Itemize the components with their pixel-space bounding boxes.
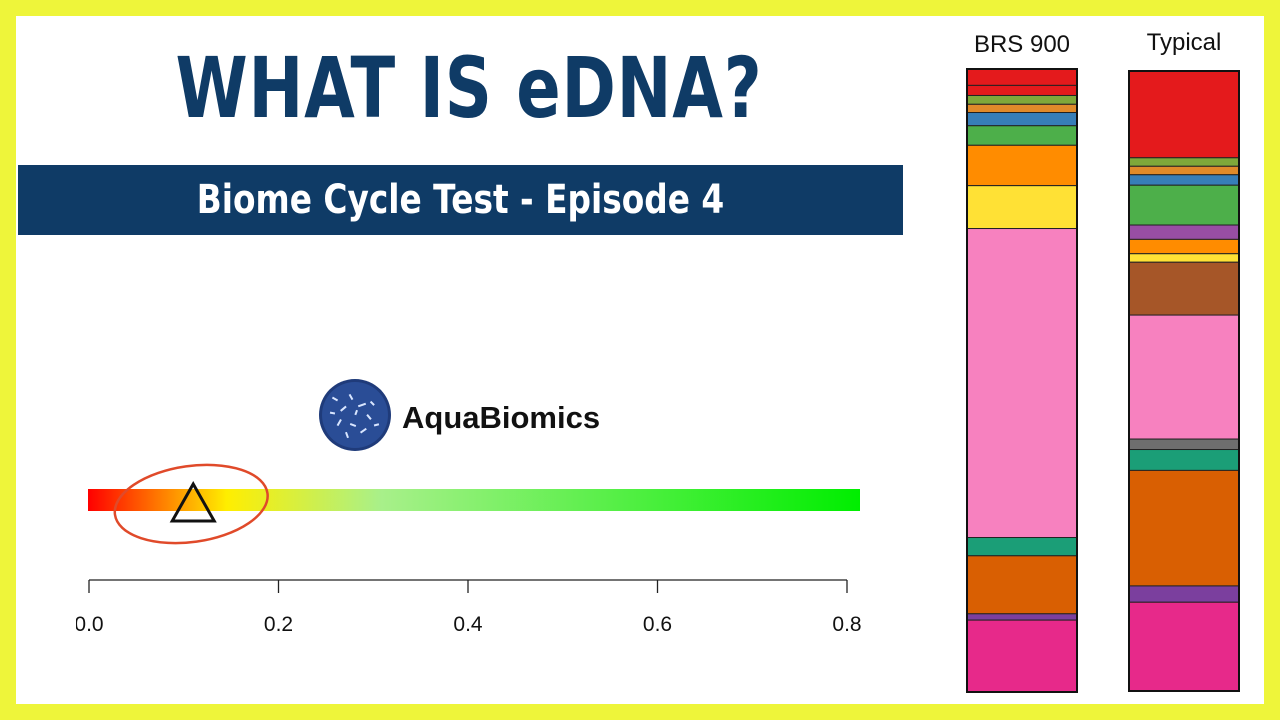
scale-axis: 0.0 0.2 0.4 0.6 0.8 bbox=[76, 579, 862, 636]
bar-segment bbox=[966, 68, 1078, 86]
bar-segment bbox=[966, 537, 1078, 557]
brand-name: AquaBiomics bbox=[402, 400, 601, 435]
bar-segment bbox=[1128, 601, 1240, 692]
marker-circle bbox=[113, 463, 269, 545]
bar-segment bbox=[1128, 438, 1240, 451]
bar-segment bbox=[966, 619, 1078, 693]
bar-segment bbox=[1128, 238, 1240, 255]
bar-segment bbox=[966, 112, 1078, 127]
bar-segment bbox=[1128, 261, 1240, 316]
bar-segment bbox=[966, 125, 1078, 146]
bar-segment bbox=[966, 228, 1078, 539]
tick-label: 0.2 bbox=[264, 613, 293, 636]
bar-segment bbox=[966, 185, 1078, 230]
tick-label: 0.8 bbox=[832, 613, 861, 636]
page-title: WHAT IS eDNA? bbox=[175, 39, 763, 137]
subtitle-banner: Biome Cycle Test - Episode 4 bbox=[18, 165, 903, 235]
bar-segment bbox=[966, 94, 1078, 105]
bar-category-label: Typical bbox=[1147, 29, 1222, 56]
bar-segment bbox=[966, 84, 1078, 96]
bar-segment bbox=[1128, 157, 1240, 167]
bar-segment bbox=[1128, 449, 1240, 471]
bar-segment bbox=[1128, 224, 1240, 240]
tick-label: 0.0 bbox=[76, 613, 104, 636]
bar-segment bbox=[1128, 469, 1240, 587]
score-scale: 0.0 0.2 0.4 0.6 0.8 bbox=[76, 463, 862, 636]
tick-label: 0.4 bbox=[453, 613, 483, 636]
subtitle: Biome Cycle Test - Episode 4 bbox=[196, 177, 725, 223]
bar-segment bbox=[1128, 184, 1240, 226]
score-marker bbox=[113, 463, 269, 545]
gradient-bar bbox=[88, 489, 860, 511]
bar-segment bbox=[1128, 253, 1240, 263]
bar-segment bbox=[966, 613, 1078, 621]
aquabiomics-logo-icon bbox=[319, 379, 391, 451]
bar-segment bbox=[1128, 174, 1240, 186]
bar-segment bbox=[966, 555, 1078, 615]
bar-segment bbox=[1128, 165, 1240, 176]
bar-segment bbox=[1128, 70, 1240, 159]
stacked-bar-chart: BRS 900 Typical bbox=[966, 29, 1240, 693]
bar-segment bbox=[966, 144, 1078, 187]
bar-outline bbox=[966, 68, 1078, 693]
marker-triangle bbox=[169, 480, 217, 523]
bar-outline bbox=[1128, 70, 1240, 692]
bar-segment bbox=[966, 103, 1078, 114]
bar-category-label: BRS 900 bbox=[974, 31, 1070, 58]
bar-segment bbox=[1128, 585, 1240, 603]
tick-label: 0.6 bbox=[643, 613, 672, 636]
bar-segment bbox=[1128, 314, 1240, 440]
